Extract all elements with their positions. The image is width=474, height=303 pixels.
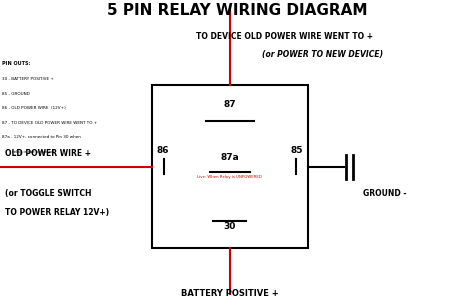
Text: 30 - BATTERY POSITIVE +: 30 - BATTERY POSITIVE + [2, 77, 54, 81]
Text: GROUND -: GROUND - [363, 189, 406, 198]
Text: 85 - GROUND: 85 - GROUND [2, 92, 30, 96]
Bar [152, 85, 308, 248]
Text: relay is not powered: relay is not powered [2, 150, 54, 154]
Text: 86 - OLD POWER WIRE  (12V+): 86 - OLD POWER WIRE (12V+) [2, 106, 66, 110]
Text: 87a - 12V+, connected to Pin 30 when: 87a - 12V+, connected to Pin 30 when [2, 135, 81, 139]
Text: BATTERY POSITIVE +: BATTERY POSITIVE + [181, 289, 279, 298]
Text: 87 - TO DEVICE OLD POWER WIRE WENT TO +: 87 - TO DEVICE OLD POWER WIRE WENT TO + [2, 121, 98, 125]
Text: 87: 87 [224, 100, 236, 109]
Text: PIN OUTS:: PIN OUTS: [2, 61, 31, 66]
Text: 86: 86 [156, 145, 169, 155]
Text: 5 PIN RELAY WIRING DIAGRAM: 5 PIN RELAY WIRING DIAGRAM [107, 3, 367, 18]
Text: 30: 30 [224, 222, 236, 231]
Text: TO POWER RELAY 12V+): TO POWER RELAY 12V+) [5, 208, 109, 217]
Text: (or TOGGLE SWITCH: (or TOGGLE SWITCH [5, 189, 91, 198]
Text: TO DEVICE OLD POWER WIRE WENT TO +: TO DEVICE OLD POWER WIRE WENT TO + [196, 32, 373, 41]
Text: OLD POWER WIRE +: OLD POWER WIRE + [5, 148, 91, 158]
Text: 85: 85 [291, 145, 303, 155]
Text: Live: When Relay is UNPOWERED: Live: When Relay is UNPOWERED [198, 175, 262, 178]
Text: 87a: 87a [220, 153, 239, 162]
Text: (or POWER TO NEW DEVICE): (or POWER TO NEW DEVICE) [262, 50, 383, 59]
